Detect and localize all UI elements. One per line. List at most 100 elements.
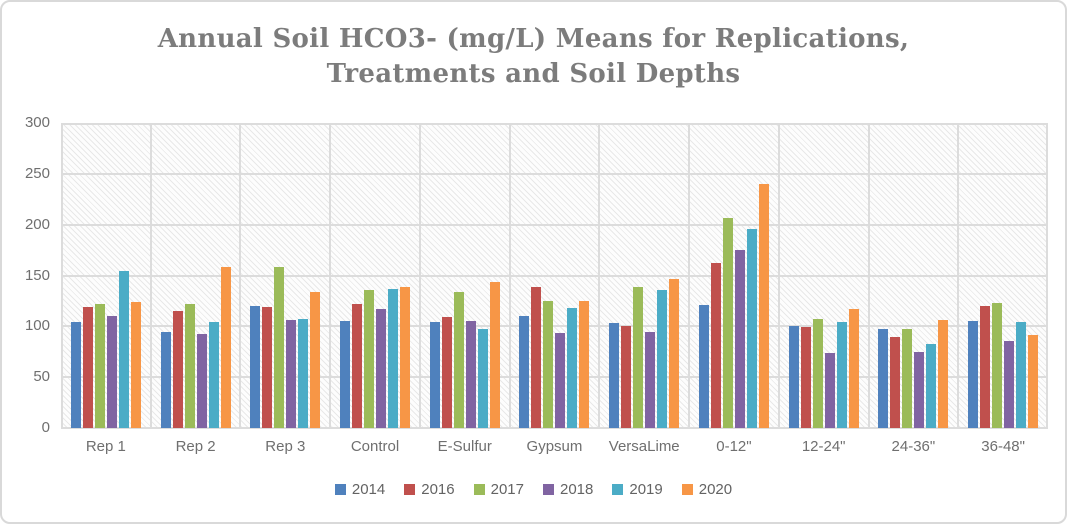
- x-axis-label-36-48: 36-48": [981, 438, 1025, 455]
- x-axis-label-rep-2: Rep 2: [175, 438, 216, 455]
- bar-2014-e-sulfur: [429, 322, 440, 428]
- gridline-x-3: [329, 123, 332, 428]
- bar-2017-12-24: [812, 319, 823, 428]
- legend-item-2018: 2018: [543, 481, 593, 498]
- bar-group-24-36: [869, 123, 959, 428]
- legend-item-2020: 2020: [681, 481, 733, 498]
- gridline-y-300: [61, 123, 1048, 125]
- bar-2020-36-48: [1028, 335, 1039, 428]
- gridline-y-0: [61, 427, 1048, 429]
- gridline-y-200: [61, 223, 1048, 226]
- bar-2019-e-sulfur: [477, 329, 488, 428]
- bar-group-control: [330, 123, 420, 428]
- gridline-x-2: [239, 123, 242, 428]
- gridline-y-50: [61, 376, 1048, 379]
- gridline-x-4: [418, 123, 421, 428]
- x-axis-label-24-36: 24-36": [891, 438, 936, 455]
- gridline-x-5: [508, 123, 511, 428]
- bar-group-12-24: [779, 123, 869, 428]
- x-axis-label-gypsum: Gypsum: [526, 438, 583, 455]
- gridline-x-11: [1046, 123, 1048, 428]
- bar-2020-rep-3: [310, 291, 321, 428]
- x-axis-label-12-24: 12-24": [801, 438, 846, 455]
- gridline-x-0: [61, 123, 63, 428]
- bar-2016-36-48: [980, 306, 991, 428]
- bar-2019-control: [388, 288, 399, 428]
- bar-2017-36-48: [992, 302, 1003, 428]
- bar-2018-rep-1: [106, 316, 117, 428]
- bar-group-rep-3: [240, 123, 330, 428]
- y-tick-label-50: 50: [33, 368, 50, 386]
- chart-title: Annual Soil HCO3- (mg/L) Means for Repli…: [2, 22, 1065, 92]
- bar-2020-24-36: [938, 320, 949, 428]
- bar-2019-rep-2: [208, 322, 219, 428]
- bar-2016-12-24: [800, 327, 811, 428]
- bar-group-0-12: [689, 123, 779, 428]
- bar-group-gypsum: [510, 123, 600, 428]
- gridline-y-250: [61, 172, 1048, 175]
- bar-2016-control: [352, 303, 363, 428]
- legend-swatch-2016: [404, 484, 416, 495]
- bar-2014-control: [340, 321, 351, 428]
- gridline-x-6: [598, 123, 601, 428]
- x-axis-label-rep-1: Rep 1: [85, 438, 126, 455]
- bar-2019-36-48: [1016, 322, 1027, 428]
- legend-swatch-2020: [681, 484, 693, 495]
- gridline-x-9: [867, 123, 870, 428]
- legend-swatch-2018: [543, 484, 554, 495]
- legend-item-2017: 2017: [473, 481, 524, 498]
- bar-2014-rep-1: [70, 322, 81, 428]
- legend: 2014 2016 2017 2018 2019 2020: [2, 481, 1065, 498]
- gridline-y-150: [61, 274, 1048, 277]
- bar-2014-gypsum: [519, 316, 530, 428]
- bar-2020-e-sulfur: [489, 281, 500, 428]
- bar-2018-gypsum: [555, 333, 566, 428]
- bar-2014-0-12: [698, 304, 709, 428]
- bar-2014-36-48: [968, 321, 979, 428]
- x-axis-label-e-sulfur: E-Sulfur: [437, 438, 492, 455]
- y-tick-label-250: 250: [24, 164, 50, 182]
- bar-2016-gypsum: [531, 286, 542, 428]
- bar-2016-rep-2: [172, 311, 183, 428]
- bar-2014-24-36: [878, 329, 889, 428]
- legend-label-2016: 2016: [421, 481, 455, 498]
- legend-label-2018: 2018: [560, 481, 594, 498]
- bar-2019-24-36: [926, 343, 937, 428]
- chart-title-line1: Annual Soil HCO3- (mg/L) Means for Repli…: [157, 24, 910, 54]
- bar-2020-versalime: [669, 278, 680, 428]
- bar-2020-control: [400, 286, 411, 428]
- gridline-y-100: [61, 325, 1048, 328]
- bar-2018-24-36: [914, 351, 925, 428]
- x-axis-label-rep-3: Rep 3: [265, 438, 306, 455]
- bar-2019-gypsum: [567, 308, 578, 428]
- legend-label-2020: 2020: [698, 481, 733, 498]
- y-tick-label-200: 200: [24, 215, 50, 233]
- gridline-x-10: [957, 123, 960, 428]
- bar-2019-0-12: [746, 228, 757, 428]
- plot-area: [61, 123, 1048, 429]
- bar-2019-12-24: [836, 322, 847, 428]
- legend-item-2016: 2016: [404, 481, 455, 498]
- bar-2018-12-24: [824, 352, 835, 428]
- legend-item-2019: 2019: [612, 481, 663, 498]
- x-axis-label-0-12: 0-12": [716, 438, 752, 455]
- bar-2014-rep-2: [160, 332, 171, 428]
- bar-group-rep-1: [61, 123, 151, 428]
- bar-2018-control: [376, 309, 387, 428]
- legend-label-2014: 2014: [351, 481, 386, 498]
- bar-2018-36-48: [1004, 340, 1015, 428]
- legend-item-2014: 2014: [334, 481, 386, 498]
- bar-2016-versalime: [621, 326, 632, 428]
- bar-2020-12-24: [848, 309, 859, 428]
- bar-group-e-sulfur: [420, 123, 510, 428]
- y-tick-label-150: 150: [24, 266, 50, 284]
- bar-group-36-48: [958, 123, 1048, 428]
- x-axis-label-versalime: VersaLime: [608, 438, 680, 455]
- bar-2014-versalime: [609, 323, 620, 428]
- gridline-x-1: [149, 123, 152, 428]
- bar-2018-rep-3: [286, 320, 297, 428]
- bar-2020-0-12: [758, 184, 769, 428]
- legend-label-2017: 2017: [490, 481, 524, 498]
- bar-2017-control: [364, 289, 375, 428]
- bar-2019-rep-1: [118, 271, 129, 428]
